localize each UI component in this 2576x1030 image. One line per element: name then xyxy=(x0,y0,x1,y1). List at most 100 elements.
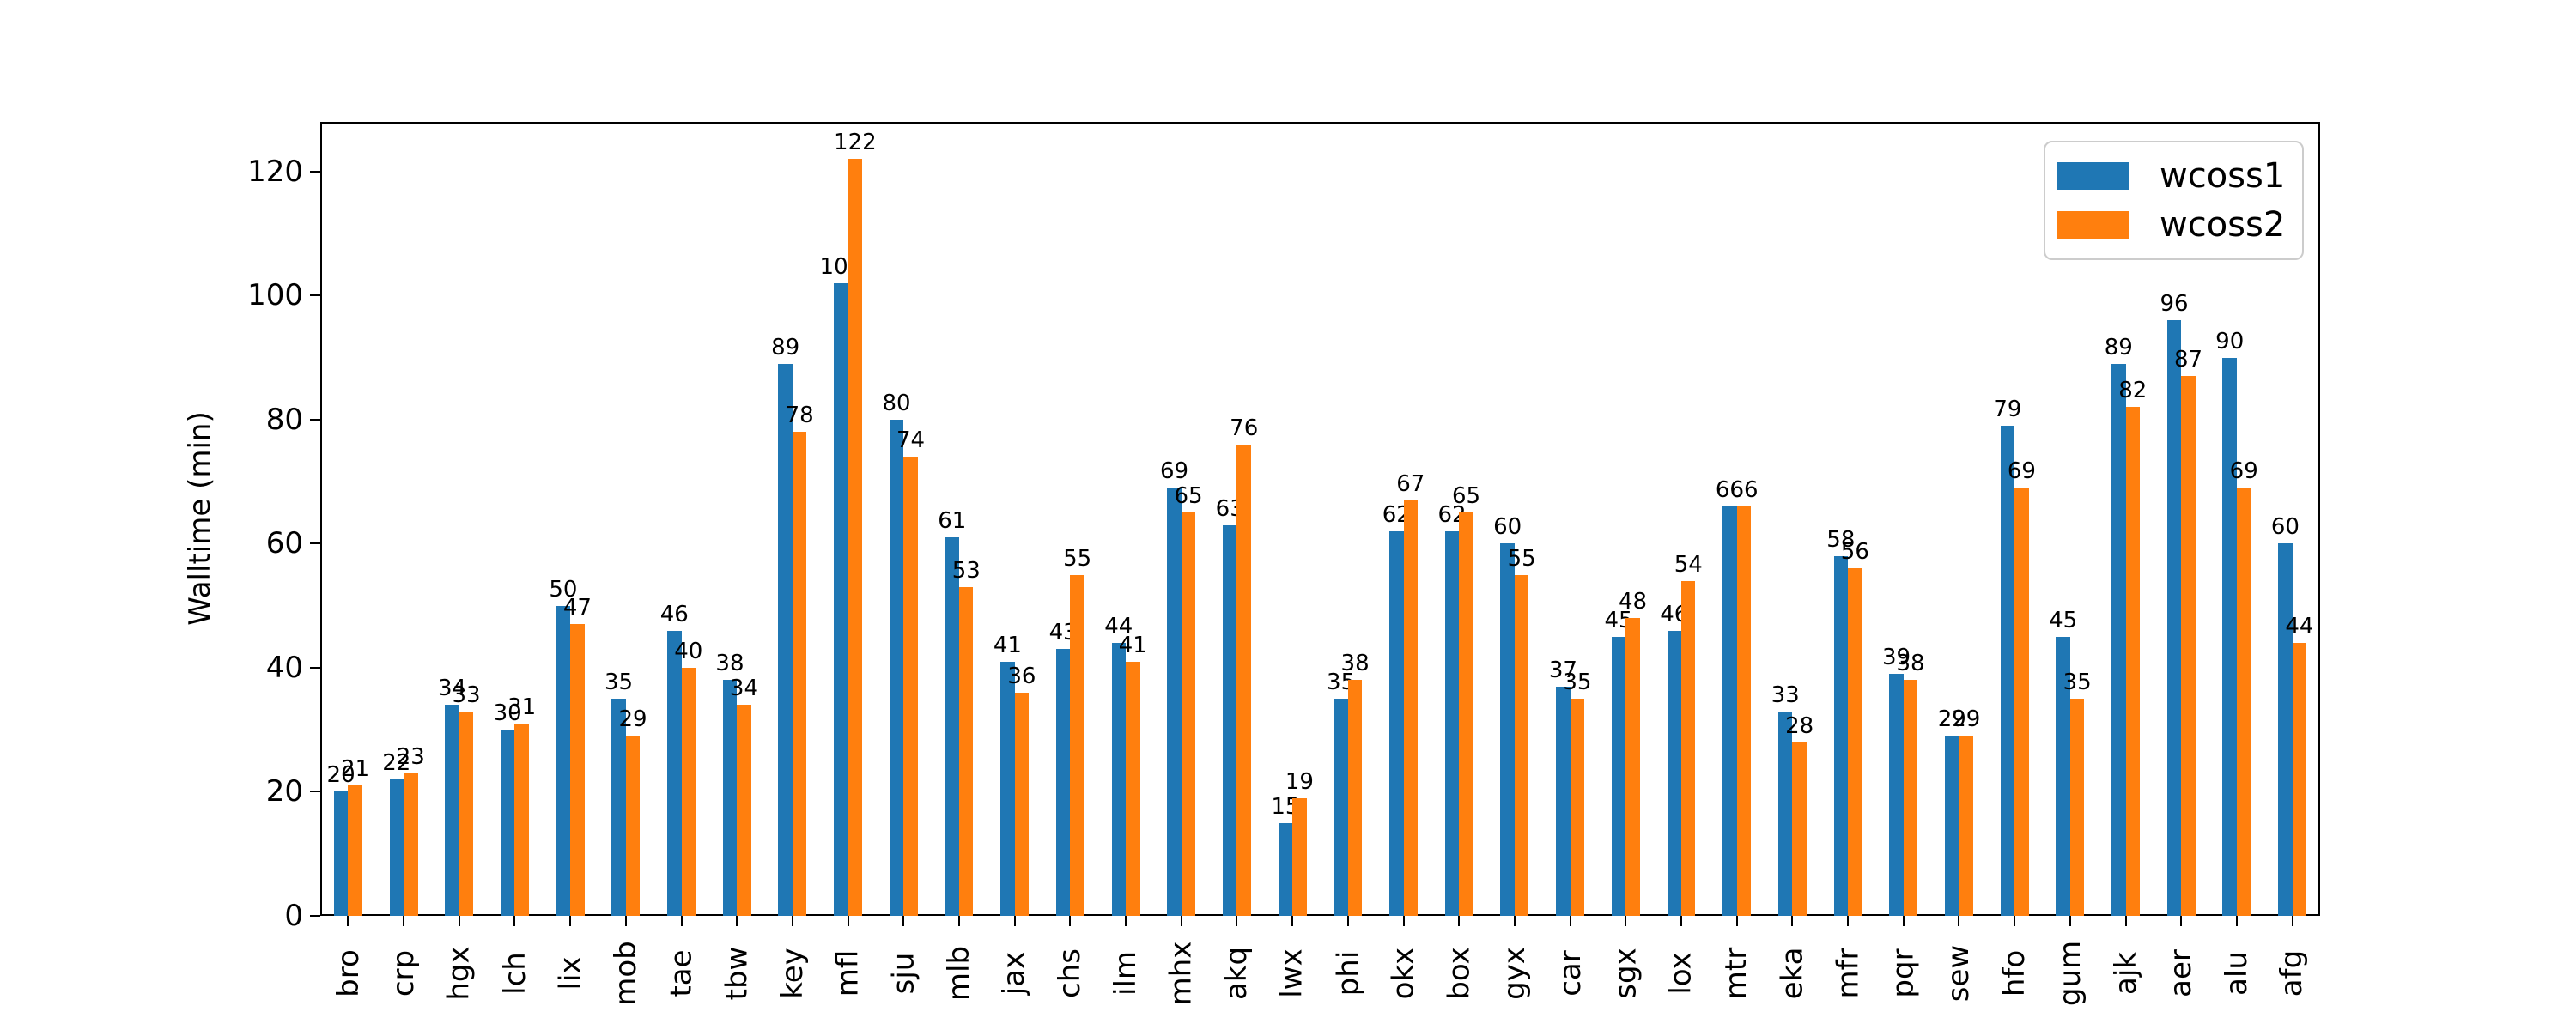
y-tick-label: 60 xyxy=(265,526,303,561)
bar-value-label: 35 xyxy=(605,670,634,696)
bar-value-label: 74 xyxy=(896,427,926,454)
bar-wcoss1-lix xyxy=(556,605,571,916)
bar-wcoss1-sju xyxy=(889,419,904,916)
x-tick-mark xyxy=(2124,916,2127,926)
bar-value-label: 34 xyxy=(729,676,758,702)
bar-wcoss1-tbw xyxy=(722,680,738,916)
x-tick-mark xyxy=(513,916,516,926)
bar-value-label: 36 xyxy=(1007,663,1036,689)
bar-value-label: 53 xyxy=(951,557,981,584)
y-tick-mark xyxy=(310,170,320,173)
x-tick-label: mhx xyxy=(1163,935,1200,1012)
bar-wcoss1-eka xyxy=(1777,711,1793,916)
x-tick-label-text: alu xyxy=(2219,951,2254,996)
bar-wcoss1-key xyxy=(778,363,793,916)
bar-wcoss2-lwx xyxy=(1292,797,1307,916)
y-tick-label: 120 xyxy=(247,154,303,189)
bar-wcoss2-eka xyxy=(1792,742,1807,916)
x-tick-label: afg xyxy=(2274,935,2312,1012)
bar-wcoss1-mfr xyxy=(1833,555,1849,916)
bar-value-label: 96 xyxy=(2160,291,2189,318)
bar-value-label: 34 xyxy=(437,676,467,702)
bar-wcoss1-chs xyxy=(1055,649,1071,916)
bar-wcoss2-lch xyxy=(514,723,529,916)
bar-wcoss2-box xyxy=(1459,512,1473,916)
x-tick-mark xyxy=(1346,916,1349,926)
x-tick-label-text: gyx xyxy=(1497,947,1532,1000)
x-tick-mark xyxy=(902,916,905,926)
x-tick-label-text: ajk xyxy=(2108,952,2143,995)
x-tick-label-text: mfr xyxy=(1831,948,1866,999)
x-tick-mark xyxy=(1402,916,1405,926)
bar-wcoss2-tae xyxy=(681,667,696,916)
bar-wcoss2-chs xyxy=(1070,574,1084,916)
x-tick-label: akq xyxy=(1218,935,1255,1012)
x-tick-mark xyxy=(1513,916,1516,926)
bar-value-label: 55 xyxy=(1063,545,1092,572)
x-tick-label: hfo xyxy=(1996,935,2033,1012)
bar-wcoss2-mob xyxy=(625,736,641,916)
legend: wcoss1 wcoss2 xyxy=(2044,141,2304,260)
bar-value-label: 20 xyxy=(326,762,355,789)
x-tick-label-text: tae xyxy=(664,949,699,997)
x-tick-label: sgx xyxy=(1607,935,1644,1012)
x-tick-mark xyxy=(736,916,738,926)
x-tick-label: mfl xyxy=(829,935,867,1012)
bar-wcoss2-key xyxy=(792,432,807,916)
legend-item-wcoss1: wcoss1 xyxy=(2057,155,2291,197)
bar-value-label: 82 xyxy=(2118,378,2148,404)
bar-value-label: 79 xyxy=(1993,397,2022,423)
bar-wcoss2-gyx xyxy=(1514,574,1529,916)
bar-wcoss2-aer xyxy=(2181,376,2196,916)
bar-wcoss2-bro xyxy=(348,785,362,916)
bar-wcoss2-jax xyxy=(1014,692,1030,916)
x-tick-label: lwx xyxy=(1273,935,1311,1012)
x-tick-mark xyxy=(1236,916,1238,926)
bar-wcoss2-phi xyxy=(1347,680,1363,916)
y-axis-label: Walltime (min) xyxy=(183,411,217,626)
bar-wcoss1-tae xyxy=(667,630,682,916)
x-tick-mark xyxy=(1958,916,1960,926)
bar-value-label: 65 xyxy=(1174,483,1203,510)
bar-wcoss2-hgx xyxy=(459,711,474,916)
bar-wcoss2-mfr xyxy=(1848,568,1862,916)
x-tick-label: eka xyxy=(1773,935,1811,1012)
x-tick-mark xyxy=(1735,916,1738,926)
bar-wcoss2-afg xyxy=(2292,643,2307,916)
bar-value-label: 58 xyxy=(1826,526,1856,553)
x-tick-label-text: sju xyxy=(886,952,921,995)
bar-value-label: 44 xyxy=(1104,614,1133,640)
x-tick-label-text: sew xyxy=(1941,944,1977,1003)
x-tick-mark xyxy=(1069,916,1072,926)
x-tick-label-text: car xyxy=(1552,950,1588,997)
x-tick-mark xyxy=(847,916,849,926)
bar-wcoss2-pqr xyxy=(1903,680,1918,916)
x-tick-label-text: eka xyxy=(1775,947,1810,1000)
bar-wcoss1-mtr xyxy=(1722,506,1737,916)
bar-wcoss1-mhx xyxy=(1167,488,1182,916)
x-tick-label-text: chs xyxy=(1053,948,1088,998)
bar-value-label: 29 xyxy=(1937,706,1966,733)
y-tick-label: 40 xyxy=(265,650,303,685)
bar-wcoss1-sgx xyxy=(1611,636,1626,916)
x-tick-label-text: mob xyxy=(608,941,643,1006)
bar-wcoss1-lwx xyxy=(1278,822,1293,916)
bar-value-label: 69 xyxy=(2229,458,2258,485)
bar-value-label: 69 xyxy=(1159,458,1189,485)
bar-value-label: 19 xyxy=(1285,768,1314,795)
x-tick-label-text: mhx xyxy=(1163,941,1199,1006)
bar-wcoss2-okx xyxy=(1403,500,1419,916)
x-tick-mark xyxy=(1013,916,1016,926)
x-tick-label: okx xyxy=(1385,935,1423,1012)
x-tick-label-text: sgx xyxy=(1608,948,1643,999)
bar-value-label: 66 xyxy=(1729,477,1759,504)
bar-wcoss2-lix xyxy=(570,624,585,916)
x-tick-mark xyxy=(1902,916,1905,926)
bar-wcoss1-car xyxy=(1556,686,1571,916)
x-tick-mark xyxy=(1291,916,1294,926)
bar-value-label: 90 xyxy=(2215,328,2245,354)
x-tick-label-text: lox xyxy=(1664,952,1699,995)
x-tick-mark xyxy=(2180,916,2183,926)
x-tick-label: pqr xyxy=(1885,935,1923,1012)
